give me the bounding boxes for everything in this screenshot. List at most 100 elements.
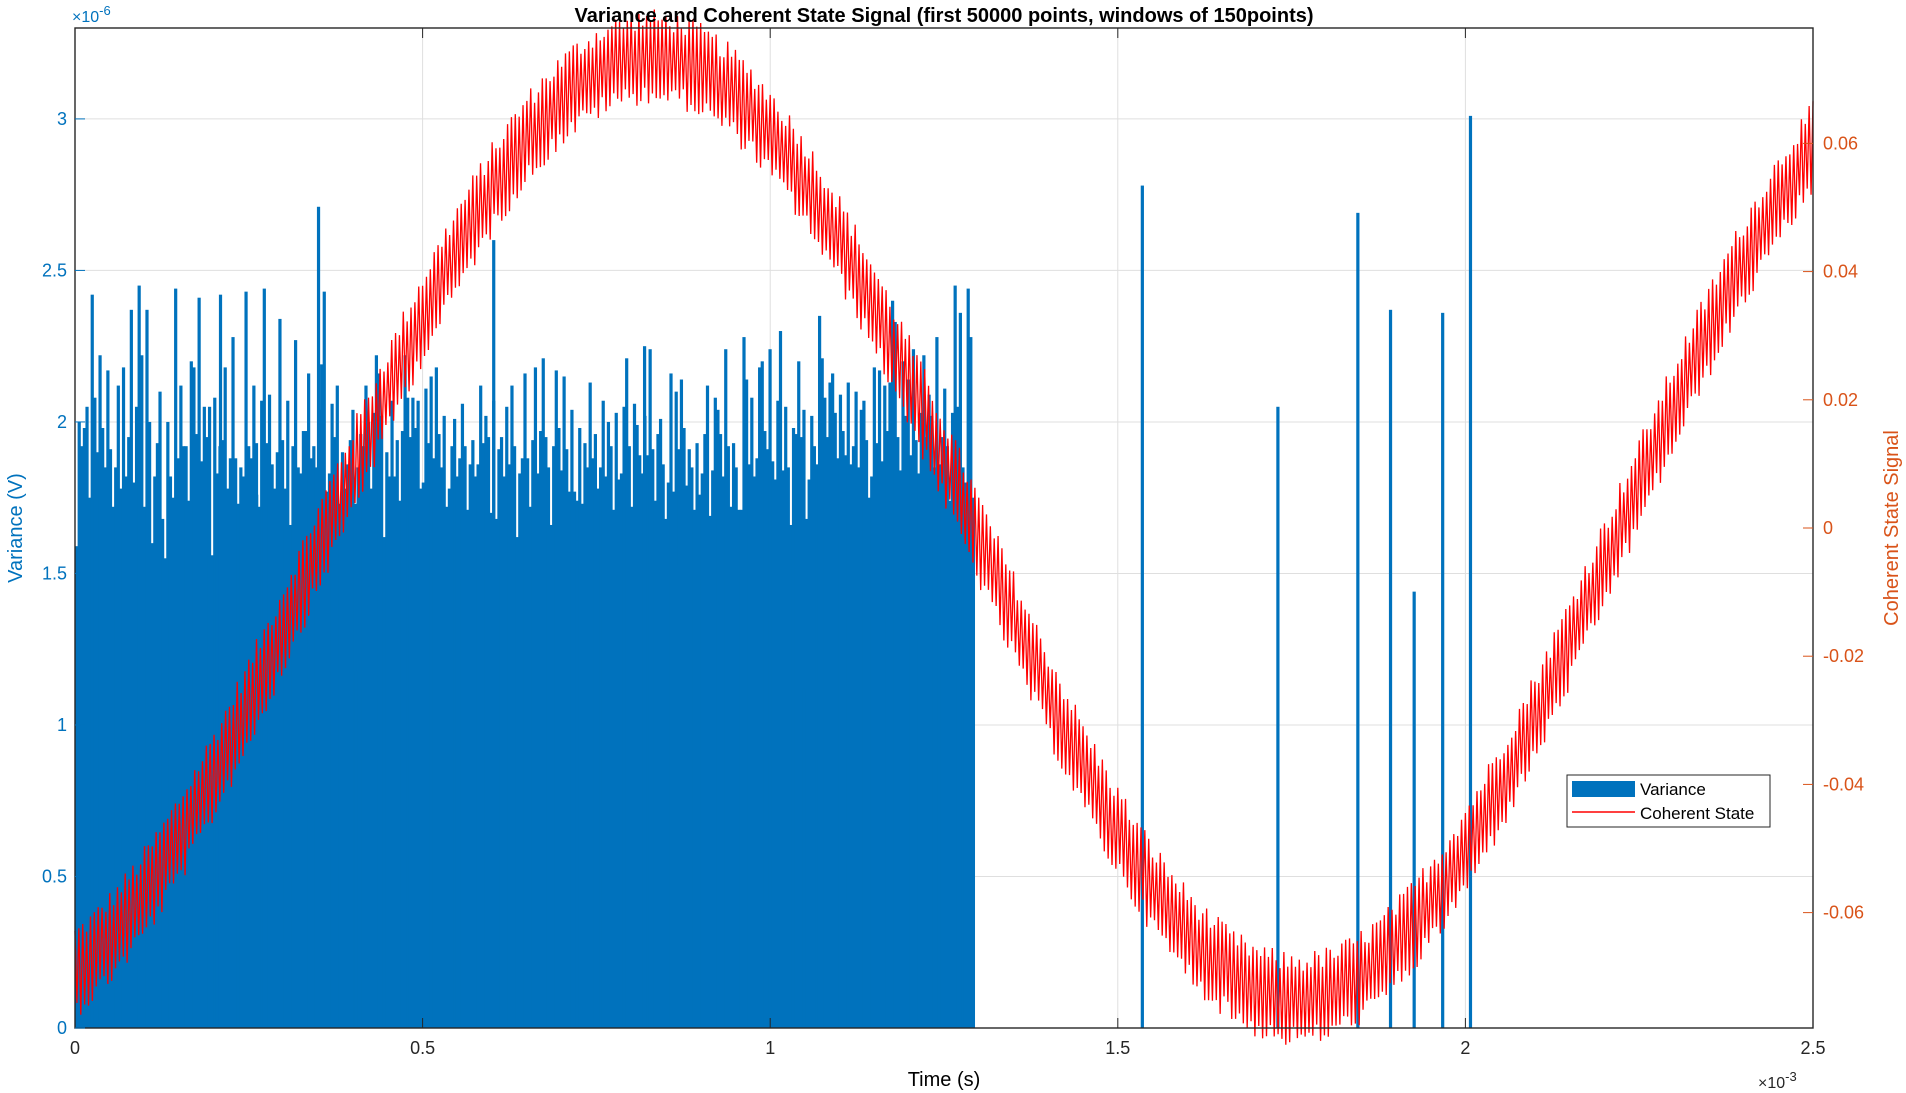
- variance-bar: [205, 437, 209, 1028]
- variance-bar: [664, 518, 668, 1028]
- variance-bar: [583, 443, 587, 1029]
- variance-bar: [885, 431, 889, 1029]
- variance-bar: [924, 437, 929, 1028]
- variance-bar: [794, 434, 798, 1028]
- variance-bar: [896, 437, 900, 1028]
- variance-bar: [539, 431, 543, 1029]
- legend-variance-swatch: [1572, 781, 1635, 797]
- variance-bar: [270, 464, 274, 1028]
- variance-bar: [471, 440, 475, 1028]
- variance-bar: [260, 400, 264, 1028]
- variance-bar: [197, 297, 201, 1028]
- variance-bar: [557, 428, 561, 1028]
- variance-bar: [877, 370, 882, 1028]
- variance-bar: [479, 385, 483, 1028]
- variance-bar: [742, 337, 746, 1028]
- variance-bar: [476, 464, 480, 1028]
- variance-bar: [726, 446, 730, 1028]
- variance-bar: [768, 349, 772, 1028]
- variance-bar: [150, 543, 154, 1028]
- variance-bar: [635, 424, 639, 1028]
- variance-bar: [604, 476, 608, 1028]
- variance-bar: [901, 361, 905, 1028]
- variance-bar: [752, 476, 757, 1028]
- variance-bar: [677, 564, 681, 1028]
- variance-bar: [153, 476, 157, 1028]
- variance-bar: [943, 388, 947, 1028]
- variance-bar: [497, 449, 501, 1028]
- variance-bar: [155, 443, 160, 1029]
- variance-bar: [468, 464, 472, 1028]
- variance-bar: [121, 367, 126, 1029]
- variance-bar: [956, 406, 960, 1029]
- variance-bar: [288, 524, 292, 1028]
- variance-bar: [518, 473, 522, 1028]
- variance-bar: [914, 440, 918, 1028]
- variance-bar: [836, 458, 840, 1028]
- variance-bar: [1441, 312, 1445, 1028]
- variance-bar: [867, 497, 871, 1028]
- variance-bar: [700, 473, 704, 1028]
- variance-bar: [327, 473, 332, 1028]
- variance-bar: [562, 376, 566, 1028]
- variance-bar: [236, 503, 240, 1028]
- variance-bar: [426, 443, 431, 1029]
- variance-bar: [851, 446, 856, 1028]
- variance-bar: [893, 321, 897, 1028]
- variance-bar: [812, 446, 816, 1028]
- x-exponent-base: ×10: [1758, 1075, 1785, 1092]
- variance-bar: [116, 385, 120, 1028]
- variance-bar: [698, 494, 702, 1029]
- variance-bar: [1276, 406, 1280, 1029]
- svg-text:×10-3: ×10-3: [1758, 1069, 1797, 1092]
- variance-bar: [786, 467, 790, 1029]
- variance-bar: [838, 394, 843, 1029]
- left-y-tick-label: 1: [57, 715, 67, 735]
- variance-bar: [338, 503, 342, 1028]
- variance-bar: [309, 458, 313, 1028]
- variance-bar: [953, 285, 957, 1028]
- variance-bar: [202, 406, 206, 1029]
- variance-bar: [442, 415, 446, 1028]
- variance-bar: [661, 464, 665, 1028]
- variance-bar: [419, 488, 423, 1028]
- variance-bar: [862, 400, 866, 1028]
- variance-bar: [716, 409, 720, 1028]
- legend-coherent-label: Coherent State: [1640, 804, 1754, 823]
- variance-bar: [784, 406, 788, 1029]
- variance-bar: [922, 355, 926, 1029]
- variance-bar: [502, 476, 506, 1028]
- variance-bar: [536, 473, 540, 1028]
- x-exponent-power: -3: [1785, 1069, 1797, 1084]
- variance-bar: [95, 452, 100, 1028]
- variance-bar: [687, 449, 691, 1028]
- variance-bar: [771, 461, 775, 1028]
- variance-bar: [588, 382, 592, 1029]
- variance-bar: [932, 467, 936, 1029]
- variance-bar: [927, 394, 931, 1029]
- variance-bar: [424, 388, 428, 1028]
- variance-bar: [278, 318, 282, 1029]
- variance-bar: [679, 379, 684, 1028]
- variance-bar: [374, 355, 379, 1029]
- variance-bar: [802, 688, 806, 1028]
- variance-bar: [369, 488, 373, 1028]
- variance-bar: [703, 434, 707, 1028]
- variance-bar: [325, 491, 329, 1028]
- left-y-axis-label: Variance (V): [5, 473, 27, 583]
- variance-bar: [249, 458, 253, 1028]
- left-y-axis-ticks: 0 0.5 1 1.5 2 2.5 3: [42, 109, 85, 1038]
- variance-bar: [346, 464, 350, 1028]
- variance-bar: [935, 337, 939, 1028]
- variance-bar: [322, 291, 326, 1028]
- variance-bar: [969, 337, 973, 1028]
- left-y-exponent-power: -6: [99, 3, 111, 18]
- variance-bar: [1356, 212, 1360, 1028]
- variance-bar: [171, 497, 175, 1028]
- variance-bar: [434, 367, 438, 1029]
- variance-bar: [312, 446, 316, 1028]
- variance-bar: [531, 440, 535, 1028]
- variance-bar: [778, 331, 783, 1029]
- left-y-tick-label: 0: [57, 1018, 67, 1038]
- variance-bar: [366, 421, 371, 1028]
